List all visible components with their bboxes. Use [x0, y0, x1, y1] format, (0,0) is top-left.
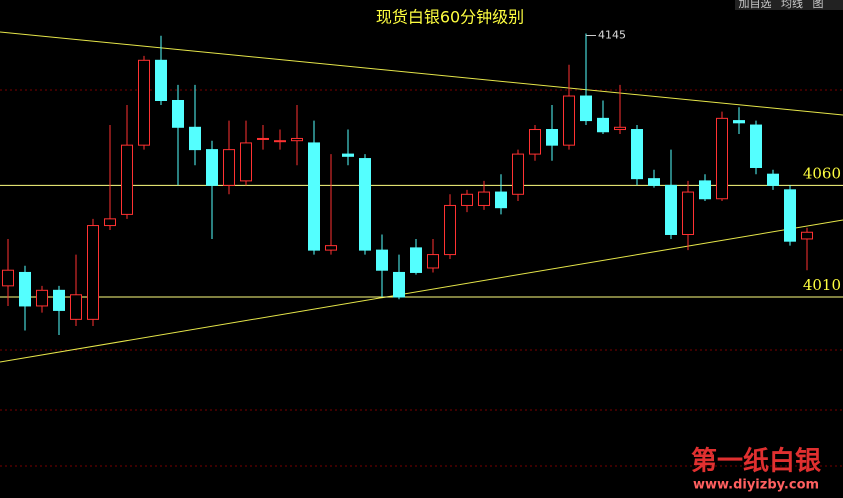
candle-body [376, 249, 388, 271]
candle-body [223, 149, 235, 186]
candle-body [512, 153, 524, 195]
candle-body [478, 191, 490, 206]
candle-body [461, 193, 473, 206]
candle-body [597, 117, 609, 133]
candle-body [733, 120, 745, 124]
candle-body [325, 245, 337, 251]
candle-body [427, 254, 439, 269]
candle-body [682, 191, 694, 235]
candle-body [240, 142, 252, 182]
candle-body [784, 189, 796, 242]
watermark-title: 第一纸白银 [691, 446, 822, 477]
toolbar-button[interactable]: 图 [813, 0, 824, 10]
candle-body [19, 271, 31, 307]
candle-body [563, 95, 575, 146]
level-label: 4010 [803, 276, 841, 294]
candle-body [631, 129, 643, 180]
candle-body [393, 271, 405, 298]
candle-body [699, 180, 711, 200]
chart-title: 现货白银60分钟级别 [376, 8, 524, 27]
candle-body [2, 269, 14, 287]
candle-body [172, 99, 184, 128]
watermark-url: www.diyizby.com [693, 478, 819, 493]
candle-body [257, 137, 269, 140]
trend-line [0, 219, 843, 363]
candle-body [529, 129, 541, 155]
candle-body [121, 144, 133, 215]
candle-body [665, 184, 677, 235]
candle-body [36, 289, 48, 307]
candle-body [359, 158, 371, 251]
candle-body [750, 124, 762, 168]
high-annotation: 4145 [598, 28, 626, 41]
candle-body [342, 153, 354, 157]
toolbar-button[interactable]: 加自选 [739, 0, 772, 10]
candle-body [206, 149, 218, 186]
candle-body [767, 173, 779, 186]
candle-body [308, 142, 320, 251]
candle-body [716, 117, 728, 200]
candle-body [648, 178, 660, 186]
candle-body [495, 191, 507, 209]
toolbar-button[interactable]: 均线 [781, 0, 803, 10]
candle-body [444, 204, 456, 256]
candle-body [274, 140, 286, 143]
candle-body [546, 129, 558, 146]
level-label: 4060 [803, 164, 841, 182]
candle-body [53, 289, 65, 311]
candle-body [138, 59, 150, 146]
candle-body [155, 59, 167, 101]
candle-body [801, 231, 813, 240]
candle-body [189, 126, 201, 151]
candle-body [580, 95, 592, 122]
toolbar [735, 0, 843, 10]
candle-body [70, 294, 82, 320]
candle-body [87, 225, 99, 320]
trend-line [0, 31, 843, 116]
candle-body [614, 126, 626, 131]
candle-body [410, 247, 422, 273]
candle-body [104, 218, 116, 227]
candle-body [291, 137, 303, 142]
